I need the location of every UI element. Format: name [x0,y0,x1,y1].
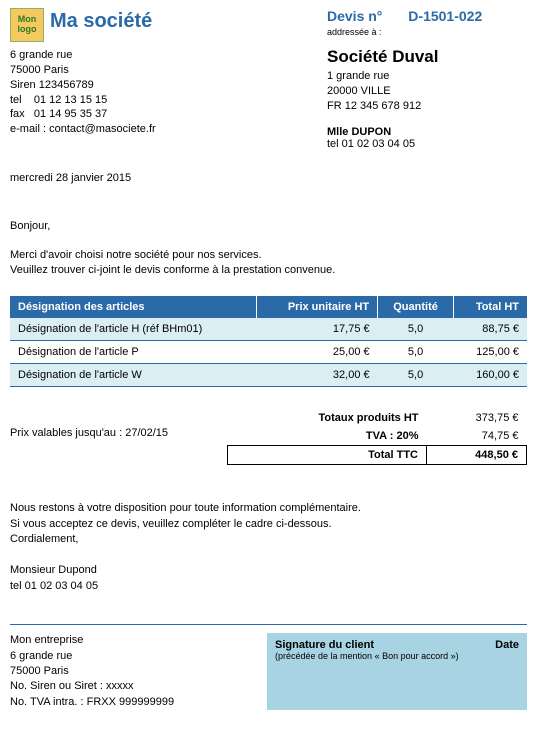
valid-until: Prix valables jusqu'au : 27/02/15 [10,409,227,465]
footer-address-line1: 6 grande rue [10,649,267,664]
signer-block: Monsieur Dupond tel 01 02 03 04 05 [10,563,527,594]
footer-separator [10,624,527,625]
signature-subtitle: (précédée de la mention « Bon pour accor… [275,651,459,661]
body-line1: Merci d'avoir choisi notre société pour … [10,248,527,263]
cell-unit-price: 32,00 € [257,364,378,387]
col-unit-price: Prix unitaire HT [257,296,378,318]
signer-name: Monsieur Dupond [10,563,527,578]
footer-siren: No. Siren ou Siret : xxxxx [10,679,267,694]
col-total: Total HT [453,296,527,318]
client-name: Société Duval [327,47,527,67]
table-header-row: Désignation des articles Prix unitaire H… [10,296,527,318]
company-address-line1: 6 grande rue [10,48,327,63]
client-contact-tel: tel 01 02 03 04 05 [327,138,527,150]
quote-number: D-1501-022 [408,8,482,24]
cell-designation: Désignation de l'article P [10,341,257,364]
company-siren: Siren 123456789 [10,78,327,93]
company-tel: tel 01 12 13 15 15 [10,93,327,108]
cell-quantity: 5,0 [378,318,454,341]
closing-text: Nous restons à votre disposition pour to… [10,501,527,547]
vat-value: 74,75 € [427,427,527,446]
table-row: Désignation de l'article W32,00 €5,0160,… [10,364,527,387]
totals-section: Prix valables jusqu'au : 27/02/15 Totaux… [10,409,527,465]
footer-address-line2: 75000 Paris [10,664,267,679]
vat-label: TVA : 20% [228,427,427,446]
cell-unit-price: 17,75 € [257,318,378,341]
closing-line2: Si vous acceptez ce devis, veuillez comp… [10,517,527,532]
footer-company: Mon entreprise [10,633,267,648]
cell-quantity: 5,0 [378,364,454,387]
invoice-document: Mon logo Ma société 6 grande rue 75000 P… [0,0,537,718]
client-address-line1: 1 grande rue [327,69,527,84]
quote-label: Devis n° [327,8,382,24]
footer-company-info: Mon entreprise 6 grande rue 75000 Paris … [10,633,267,710]
signature-title: Signature du client [275,639,459,651]
subtotal-label: Totaux produits HT [228,409,427,427]
greeting: Bonjour, [10,220,527,232]
company-email: e-mail : contact@masociete.fr [10,122,327,137]
subtotal-value: 373,75 € [427,409,527,427]
footer-vat: No. TVA intra. : FRXX 999999999 [10,695,267,710]
col-designation: Désignation des articles [10,296,257,318]
cell-quantity: 5,0 [378,341,454,364]
col-quantity: Quantité [378,296,454,318]
closing-line1: Nous restons à votre disposition pour to… [10,501,527,516]
logo-placeholder: Mon logo [10,8,44,42]
company-name: Ma société [50,10,152,33]
client-contact-name: Mlle DUPON [327,126,527,138]
cell-total: 160,00 € [453,364,527,387]
addressee-label: addressée à : [327,27,527,37]
cell-unit-price: 25,00 € [257,341,378,364]
closing-line3: Cordialement, [10,532,527,547]
body-line2: Veuillez trouver ci-joint le devis confo… [10,263,527,278]
grand-total-label: Total TTC [228,446,427,465]
client-vat: FR 12 345 678 912 [327,99,527,114]
cell-designation: Désignation de l'article W [10,364,257,387]
footer-section: Mon entreprise 6 grande rue 75000 Paris … [10,633,527,710]
document-date: mercredi 28 janvier 2015 [10,172,527,184]
grand-total-value: 448,50 € [427,446,527,465]
cell-designation: Désignation de l'article H (réf BHm01) [10,318,257,341]
body-text: Merci d'avoir choisi notre société pour … [10,248,527,279]
signature-date-label: Date [495,639,519,651]
signature-box: Signature du client (précédée de la ment… [267,633,527,710]
table-row: Désignation de l'article P25,00 €5,0125,… [10,341,527,364]
totals-table: Totaux produits HT 373,75 € TVA : 20% 74… [227,409,527,465]
recipient-column: Devis n° D-1501-022 addressée à : Sociét… [327,8,527,150]
company-address-line2: 75000 Paris [10,63,327,78]
cell-total: 125,00 € [453,341,527,364]
items-table: Désignation des articles Prix unitaire H… [10,296,527,387]
client-address-line2: 20000 VILLE [327,84,527,99]
sender-column: Mon logo Ma société 6 grande rue 75000 P… [10,8,327,150]
cell-total: 88,75 € [453,318,527,341]
company-fax: fax 01 14 95 35 37 [10,107,327,122]
company-address: 6 grande rue 75000 Paris Siren 123456789… [10,48,327,137]
signer-tel: tel 01 02 03 04 05 [10,579,527,594]
table-row: Désignation de l'article H (réf BHm01)17… [10,318,527,341]
header-section: Mon logo Ma société 6 grande rue 75000 P… [10,8,527,150]
